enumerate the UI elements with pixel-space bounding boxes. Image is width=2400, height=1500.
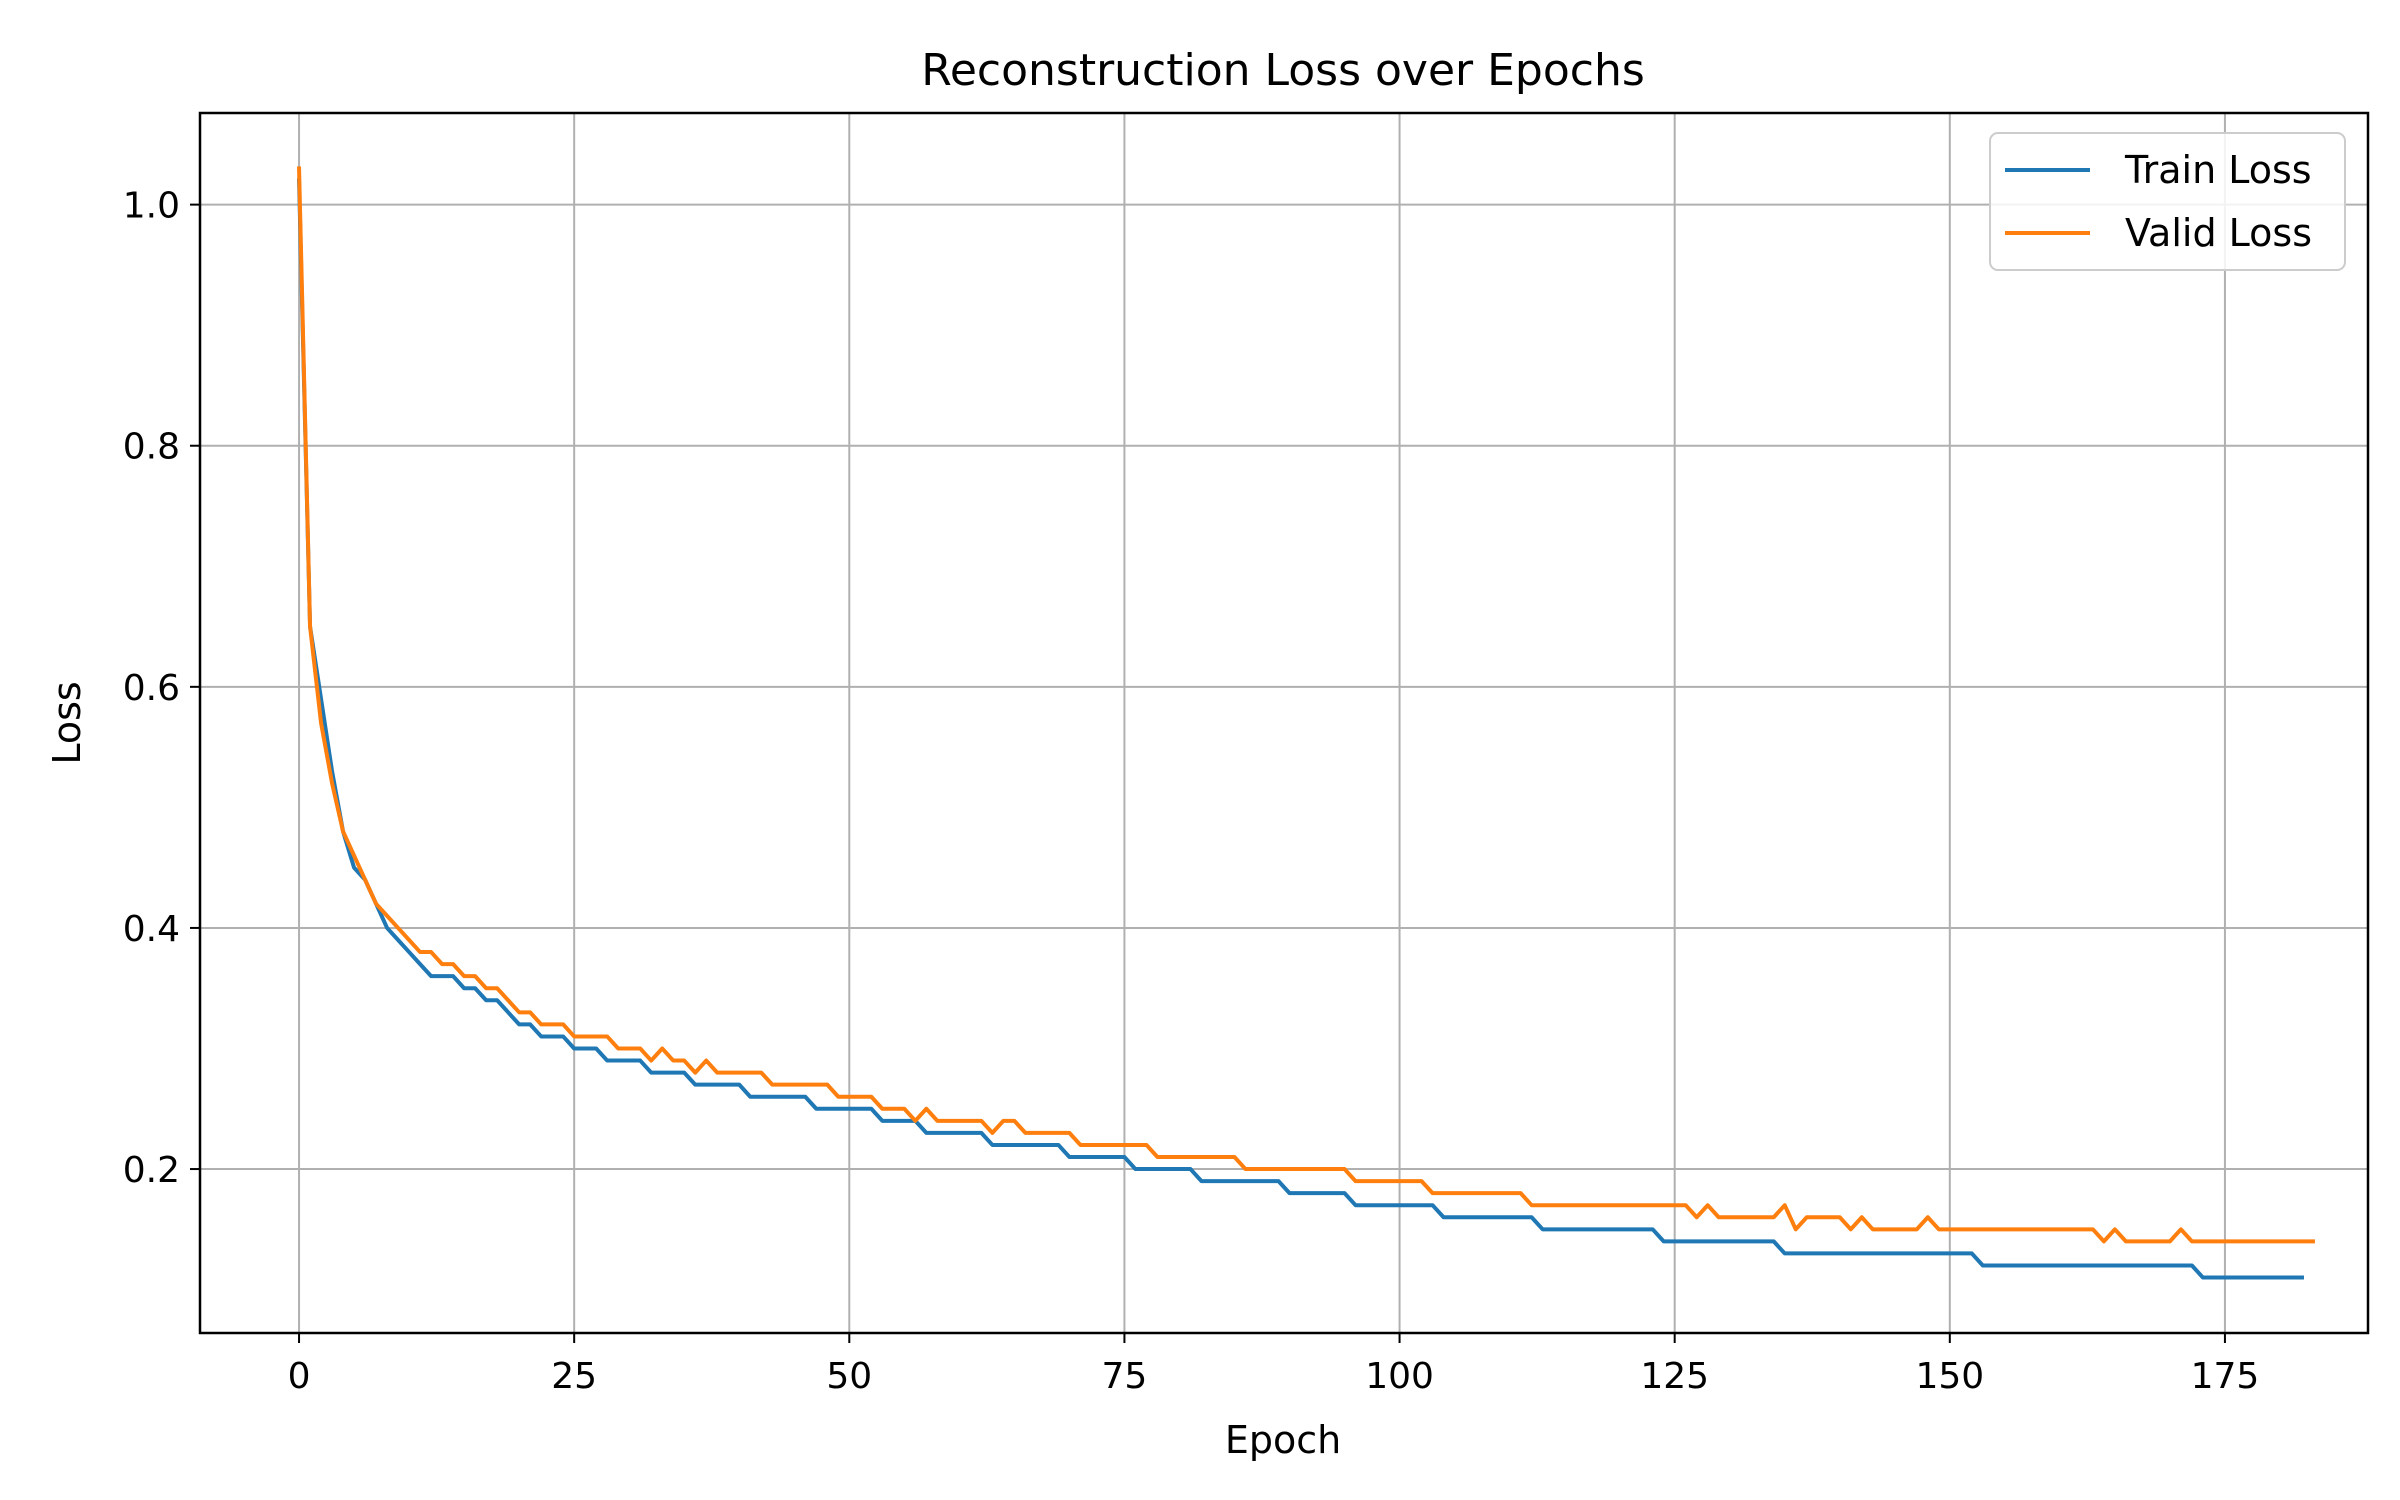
x-tick-label: 100 [1365,1356,1434,1397]
y-tick-label: 0.6 [123,668,180,709]
plot-area-frame [198,111,2370,1335]
legend: Train Loss Valid Loss [1989,132,2346,271]
series-line-valid-loss [297,166,2315,1244]
x-axis-title: Epoch [1225,1418,1341,1462]
x-axis-ticks: 0 25 50 75 100 125 150 175 [288,1333,2260,1397]
y-axis-title: Loss [45,681,89,764]
series-lines [297,166,2315,1280]
y-tick-label: 0.2 [123,1150,180,1191]
legend-label-train-loss: Train Loss [2124,148,2312,192]
legend-label-valid-loss: Valid Loss [2125,211,2312,255]
y-axis-ticks: 0.2 0.4 0.6 0.8 1.0 [123,186,200,1191]
x-tick-label: 150 [1915,1356,1984,1397]
y-tick-label: 0.8 [123,427,180,468]
y-tick-label: 0.4 [123,909,180,950]
y-tick-label: 1.0 [123,186,180,227]
series-line-train-loss [297,178,2304,1280]
x-tick-label: 0 [288,1356,311,1397]
legend-box [1989,132,2346,271]
grid-lines [200,113,2368,1333]
x-tick-label: 75 [1102,1356,1148,1397]
x-tick-label: 175 [2191,1356,2260,1397]
x-tick-label: 125 [1640,1356,1709,1397]
x-tick-label: 50 [826,1356,872,1397]
chart-title: Reconstruction Loss over Epochs [921,45,1645,96]
x-tick-label: 25 [551,1356,597,1397]
